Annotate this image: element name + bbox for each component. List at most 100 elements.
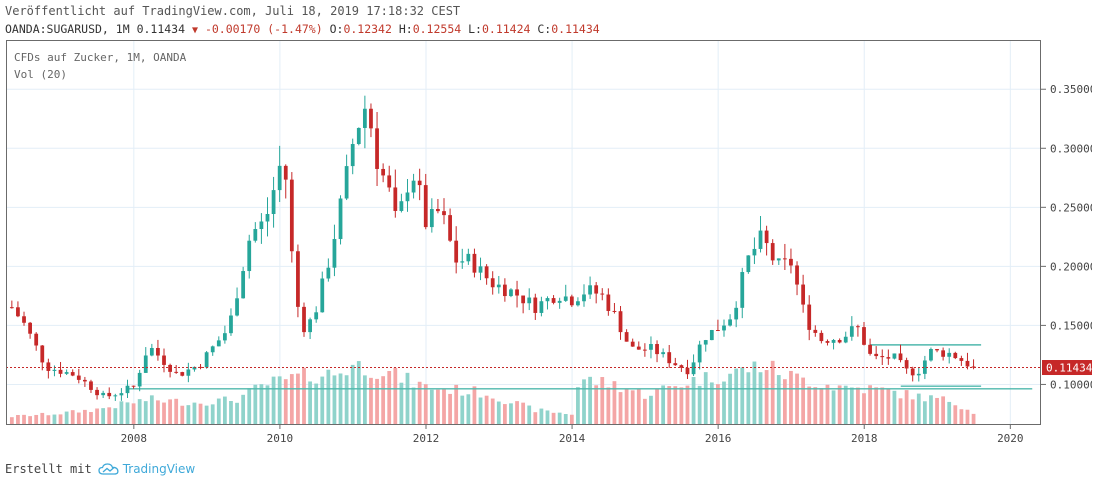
volume-bar <box>624 388 629 424</box>
candle-body <box>941 350 946 357</box>
candle-body <box>831 339 836 343</box>
volume-bar <box>350 364 355 424</box>
volume-bar <box>588 376 592 424</box>
chart-svg[interactable]: 0.10000 0.15000 0.20000 0.25000 0.30000 0.350… <box>6 40 1096 450</box>
volume-bar <box>898 398 903 424</box>
high-value: 0.12554 <box>412 22 462 36</box>
volume-bar <box>436 389 440 424</box>
candle-body <box>119 393 124 396</box>
candle-body <box>478 266 483 273</box>
candle-body <box>679 365 684 368</box>
symbol-label[interactable]: OANDA:SUGARUSD, 1M <box>5 22 130 36</box>
volume-bar <box>837 385 842 424</box>
candle-body <box>235 298 239 316</box>
volume-bar <box>509 403 513 424</box>
candle-body <box>253 229 258 241</box>
volume-bar <box>649 395 653 424</box>
footer: Erstellt mit TradingView <box>5 462 195 476</box>
candle-body <box>502 284 507 297</box>
volume-bar <box>904 390 909 424</box>
x-tick-label: 2018 <box>851 432 878 445</box>
volume-bar <box>137 399 142 424</box>
volume-bar <box>46 415 51 424</box>
x-tick-label: 2012 <box>413 432 440 445</box>
volume-bar <box>302 367 306 424</box>
candle-body <box>618 311 623 333</box>
chart-area[interactable]: 0.10000 0.15000 0.20000 0.25000 0.30000 0.350… <box>6 40 1096 450</box>
candle-body <box>569 296 574 306</box>
volume-bar <box>734 368 739 424</box>
candle-body <box>770 243 775 261</box>
volume-bar <box>782 379 787 424</box>
candle-body <box>728 319 732 326</box>
candle-body <box>630 341 635 347</box>
volume-bar <box>259 384 264 424</box>
volume-bar <box>612 381 617 424</box>
volume-bar <box>314 383 319 424</box>
volume-bar <box>156 400 160 424</box>
volume-bar <box>344 375 349 424</box>
volume-bar <box>466 394 471 424</box>
candle-body <box>143 355 148 373</box>
candle-body <box>935 349 939 351</box>
y-axis: 0.10000 0.15000 0.20000 0.25000 0.30000 0.350… <box>1041 83 1096 391</box>
candle-body <box>576 301 580 306</box>
candle-body <box>180 372 185 376</box>
chart-title: CFDs auf Zucker, 1M, OANDA <box>14 51 187 64</box>
candle-body <box>545 298 550 302</box>
candle-body <box>886 357 891 359</box>
volume-bar <box>283 379 288 424</box>
volume-bar <box>515 401 519 424</box>
volume-bar <box>162 402 166 424</box>
candle-body <box>429 208 434 228</box>
candle-body <box>369 108 373 129</box>
created-with-label: Erstellt mit <box>5 462 92 476</box>
volume-bar <box>831 390 836 424</box>
y-tick-label: 0.15000 <box>1050 319 1092 332</box>
candle-body <box>344 166 349 199</box>
volume-bar <box>16 415 20 424</box>
volume-bar <box>58 414 63 424</box>
volume-bar <box>253 384 258 424</box>
candle-body <box>819 332 824 342</box>
candle-body <box>338 198 343 240</box>
volume-bar <box>210 404 215 424</box>
volume-bar <box>971 413 976 424</box>
candle-body <box>636 346 641 350</box>
candle-body <box>393 187 398 211</box>
candle-body <box>874 353 879 357</box>
volume-bar <box>95 408 99 424</box>
volume-bar <box>64 411 69 424</box>
candle-body <box>825 341 830 343</box>
volume-bar <box>423 384 428 424</box>
x-tick-label: 2020 <box>997 432 1024 445</box>
candle-body <box>910 368 915 376</box>
close-value: 0.11434 <box>551 22 600 36</box>
volume-bar <box>125 402 130 424</box>
candle-body <box>959 358 964 361</box>
candle-body <box>247 240 252 272</box>
volume-bar <box>131 403 136 424</box>
x-tick-label: 2010 <box>267 432 294 445</box>
volume-bar <box>204 405 209 424</box>
candle-body <box>703 340 708 345</box>
tradingview-logo[interactable]: TradingView <box>98 462 195 476</box>
volume-bar <box>697 385 702 424</box>
candle-body <box>466 253 471 262</box>
volume-bar <box>722 381 726 424</box>
volume-bar <box>472 386 477 424</box>
candle-body <box>241 271 246 299</box>
low-label: L: <box>468 22 482 36</box>
volume-bar <box>874 387 879 424</box>
volume-bar <box>168 399 172 424</box>
volume-bar <box>356 361 361 424</box>
volume-bar <box>606 387 611 424</box>
candle-body <box>667 352 672 364</box>
candle-body <box>423 185 428 228</box>
candle-body <box>137 372 142 387</box>
volume-bar <box>241 394 246 424</box>
volume-bar <box>387 371 392 424</box>
candle-body <box>174 371 179 373</box>
volume-bar <box>308 381 312 424</box>
volume-bar <box>752 361 757 424</box>
